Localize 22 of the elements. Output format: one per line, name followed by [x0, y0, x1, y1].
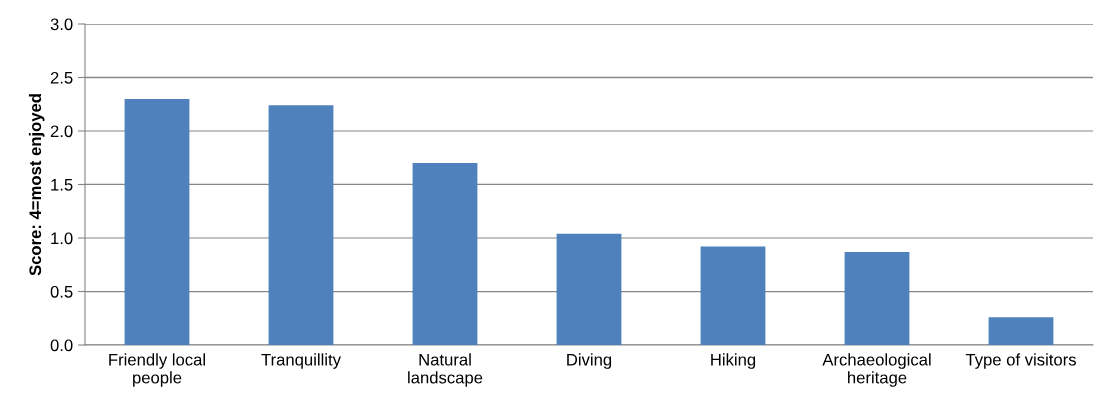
y-axis-title: Score: 4=most enjoyed	[28, 94, 45, 276]
y-tick-label: 2.5	[50, 71, 73, 84]
y-tick-label: 0.5	[50, 285, 73, 298]
x-tick-label: Hiking	[711, 353, 756, 369]
bar	[844, 251, 910, 345]
x-tick-label: Friendly local people	[109, 353, 205, 387]
x-tick-label: Type of visitors	[965, 353, 1076, 369]
bar	[988, 317, 1054, 345]
x-tick-label: Tranquillity	[261, 353, 341, 369]
y-tick-label: 2.0	[50, 125, 73, 138]
bar	[556, 233, 622, 345]
y-tick-label: 1.0	[51, 232, 73, 245]
bar	[412, 163, 478, 345]
y-tick-label: 1.5	[51, 179, 73, 191]
y-tick-label: 0.0	[50, 339, 73, 352]
x-tick-label: Diving	[567, 353, 612, 369]
bar	[268, 105, 334, 345]
bar	[124, 98, 190, 345]
x-tick-label: Natural landscape	[408, 353, 483, 387]
y-tick-label: 3.0	[50, 18, 73, 31]
bar	[700, 246, 766, 345]
x-tick-label: Archaeological heritage	[822, 353, 931, 387]
